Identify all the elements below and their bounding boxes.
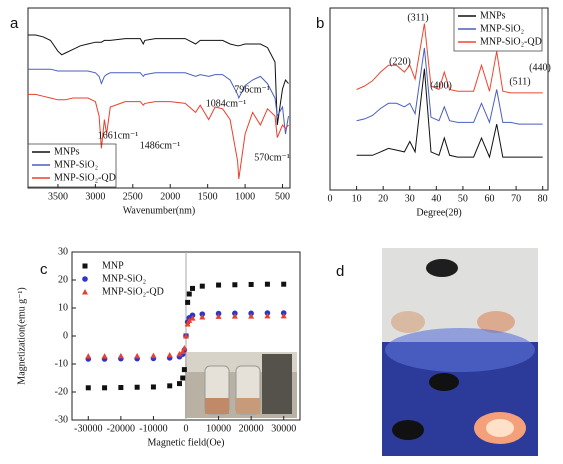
point: [265, 282, 270, 287]
annotation: (440): [529, 62, 551, 73]
point: [118, 385, 123, 390]
point: [180, 376, 185, 381]
x-axis-label: Magnetic field(Oe): [148, 437, 225, 448]
x-tick-label: -30000: [74, 423, 102, 434]
x-tick-label: 20000: [239, 423, 264, 434]
photo-daylight: [382, 248, 538, 342]
point: [200, 284, 205, 289]
y-tick-label: 10: [58, 302, 68, 313]
panel-label: b: [316, 15, 324, 32]
plot-frame: [330, 8, 548, 190]
x-tick-label: 2500: [123, 191, 143, 202]
annotation: (220): [389, 56, 411, 67]
x-tick-label: 0: [328, 193, 333, 204]
x-axis-label: Degree(2θ): [416, 207, 461, 218]
legend-swatch: [83, 264, 88, 269]
annotation: (400): [430, 80, 452, 91]
point: [232, 282, 237, 287]
legend-label: MNPs: [54, 146, 80, 157]
x-tick-label: 3000: [85, 191, 105, 202]
x-tick-label: 30000: [271, 423, 296, 434]
panel-label: d: [336, 263, 344, 280]
legend-label: MNP-SiO₂: [102, 273, 146, 284]
y-axis-label: Magnetization(emu g⁻¹): [16, 287, 27, 384]
point: [177, 381, 182, 386]
legend-label: MNP-SiO₂-QD: [480, 36, 542, 47]
point: [86, 385, 91, 390]
x-tick-label: 500: [275, 191, 290, 202]
x-tick-label: 3500: [48, 191, 68, 202]
point: [249, 282, 254, 287]
x-tick-label: 1500: [198, 191, 218, 202]
figure: d a350030002500200015001000500Wavenumber…: [0, 0, 563, 464]
annotation: (511): [509, 76, 530, 87]
point: [150, 353, 156, 359]
legend-label: MNP-SiO₂: [480, 23, 524, 34]
panel-label: a: [10, 15, 19, 32]
point: [102, 353, 108, 359]
x-tick-label: 10000: [206, 423, 231, 434]
legend-label: MNP-SiO₂-QD: [54, 172, 116, 183]
point: [134, 353, 140, 359]
legend-label: MNP: [102, 260, 124, 271]
annotation: 796cm⁻¹: [234, 84, 270, 95]
legend-swatch: [82, 289, 88, 295]
y-tick-label: -10: [55, 358, 68, 369]
inset-photo: [185, 352, 297, 418]
x-tick-label: 10: [352, 193, 362, 204]
annotation: 1486cm⁻¹: [140, 140, 181, 151]
x-tick-label: 0: [184, 423, 189, 434]
point: [216, 283, 221, 288]
point: [190, 286, 195, 291]
x-tick-label: 2000: [160, 191, 180, 202]
point: [182, 367, 187, 372]
x-axis-label: Wavenumber(nm): [123, 205, 196, 216]
point: [85, 353, 91, 359]
legend-label: MNP-SiO₂-QD: [102, 286, 164, 297]
x-tick-label: 20: [378, 193, 388, 204]
x-tick-label: 80: [538, 193, 548, 204]
point: [151, 384, 156, 389]
y-tick-label: -20: [55, 386, 68, 397]
legend-label: MNP-SiO₂: [54, 159, 98, 170]
point: [185, 300, 190, 305]
annotation: (311): [407, 12, 428, 23]
legend-swatch: [82, 276, 88, 282]
legend-label: MNPs: [480, 10, 506, 21]
point: [118, 353, 124, 359]
point: [167, 383, 172, 388]
y-tick-label: -30: [55, 414, 68, 425]
annotation: 1661cm⁻¹: [98, 130, 139, 141]
point: [135, 385, 140, 390]
point: [167, 352, 173, 358]
x-tick-label: 70: [511, 193, 521, 204]
photo-uv: [382, 328, 538, 456]
series-line: [28, 35, 289, 125]
annotation: 1084cm⁻¹: [206, 98, 247, 109]
x-tick-label: 50: [458, 193, 468, 204]
point: [281, 282, 286, 287]
x-tick-label: 1000: [235, 191, 255, 202]
point: [102, 385, 107, 390]
y-tick-label: 0: [63, 330, 68, 341]
panel-label: c: [40, 261, 48, 278]
point: [187, 292, 192, 297]
x-tick-label: -10000: [139, 423, 167, 434]
annotation: 570cm⁻¹: [254, 152, 290, 163]
x-tick-label: 60: [485, 193, 495, 204]
x-tick-label: -20000: [107, 423, 135, 434]
x-tick-label: 30: [405, 193, 415, 204]
x-tick-label: 40: [431, 193, 441, 204]
y-tick-label: 30: [58, 246, 68, 257]
y-tick-label: 20: [58, 274, 68, 285]
